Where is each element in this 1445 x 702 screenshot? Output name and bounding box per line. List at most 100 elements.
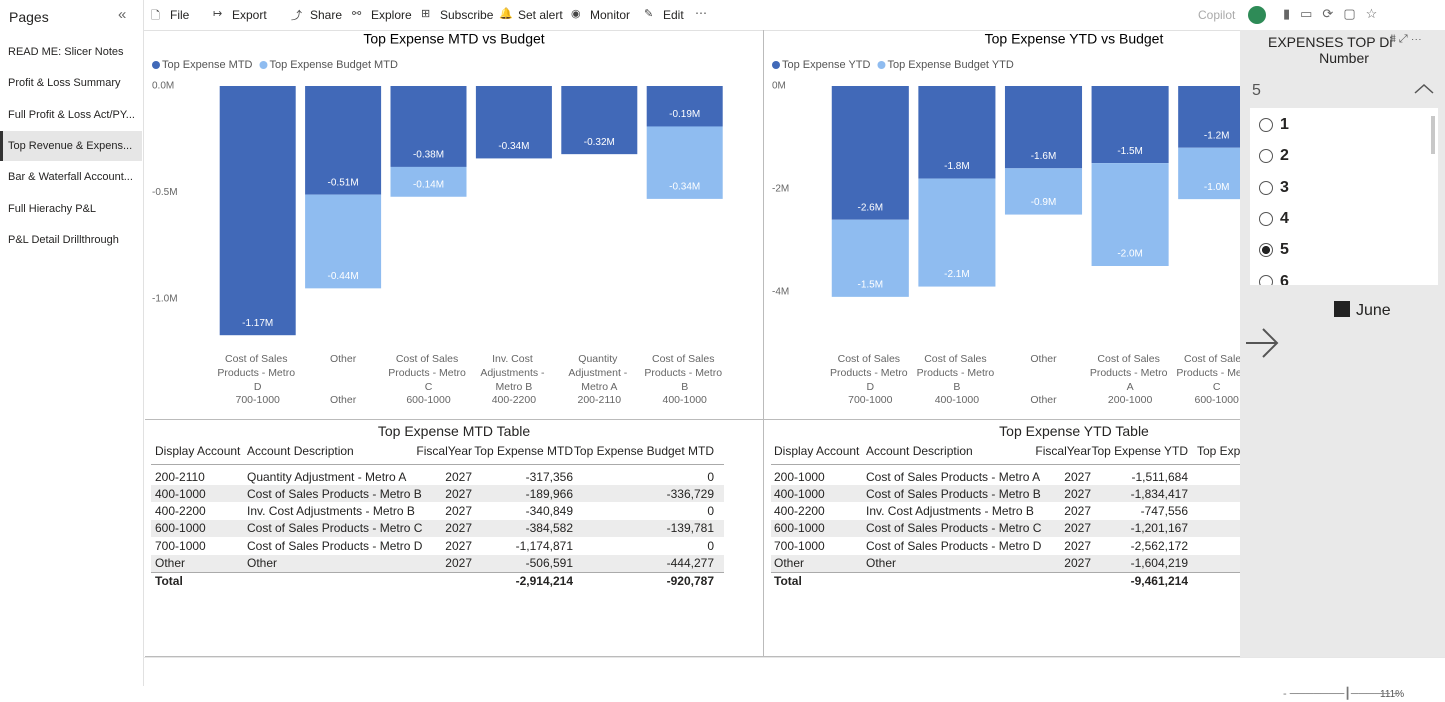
bar-segment [390, 166, 467, 197]
slicer-option[interactable]: 1 [1280, 116, 1289, 133]
avatar[interactable] [1248, 6, 1266, 24]
table-cell: Inv. Cost Adjustments - Metro B [247, 504, 415, 519]
toolbar-icon[interactable]: ⊞ [421, 8, 431, 20]
data-label: -2.0M [1117, 249, 1143, 260]
toolbar-icon[interactable]: ↦ [213, 8, 223, 20]
slicer-icons[interactable]: ⩩ ⤢ ⋯ [1390, 33, 1422, 45]
table-cell: Cost of Sales Products - Metro C [866, 521, 1042, 536]
collapse-icon[interactable]: « [118, 6, 127, 23]
page-tab[interactable]: Top Revenue & Expens... [8, 139, 133, 152]
radio[interactable] [1259, 118, 1273, 132]
toolbar-icon[interactable]: ⤴ [291, 10, 302, 22]
arrow-icon[interactable] [1244, 327, 1280, 359]
toolbar-button[interactable]: Share [310, 8, 343, 22]
legend-marker [772, 61, 780, 69]
bar-segment [831, 219, 909, 297]
zoom-slider[interactable]: - ───────┃───── + [1283, 688, 1400, 700]
toolbar-icons[interactable]: ▮▭⟳▢☆ [1283, 6, 1388, 21]
x-tick-code: 600-1000 [406, 394, 451, 406]
table-cell: -336,729 [666, 486, 714, 501]
x-tick-code: 600-1000 [1195, 394, 1240, 406]
chart: Top Expense YTD vs Budget 0M -2M -4M Top Exp… [772, 31, 1240, 406]
radio[interactable] [1259, 243, 1273, 258]
data-label: -0.34M [498, 141, 529, 152]
toolbar-icon[interactable]: ◉ [571, 8, 581, 20]
table-cell: Other [247, 556, 278, 570]
toolbar-icon[interactable]: ✎ [644, 8, 654, 20]
table-cell: -444,277 [666, 556, 714, 570]
x-tick-code: Other [330, 394, 357, 406]
slicer-current[interactable]: 5 [1252, 82, 1261, 99]
page-tab[interactable]: Full Hierachy P&L [8, 202, 97, 215]
table-cell: 0 [707, 469, 714, 484]
toolbar-icon[interactable]: 🔔 [499, 8, 513, 20]
table-cell: 2027 [445, 538, 472, 553]
slicer-option[interactable]: 3 [1280, 178, 1289, 196]
toolbar-icon[interactable]: ⚯ [352, 8, 362, 20]
chevron-up[interactable] [1412, 82, 1436, 96]
toolbar-button[interactable]: Export [232, 8, 267, 22]
slicer-option[interactable]: 6 [1280, 272, 1289, 286]
toolbar-button[interactable]: Monitor [590, 8, 631, 22]
bar-segment [475, 86, 552, 159]
toolbar-button[interactable]: Set alert [518, 8, 563, 22]
page-tab[interactable]: P&L Detail Drillthrough [8, 233, 119, 246]
table-cell: 2027 [1064, 521, 1091, 536]
bar-segment [561, 86, 638, 155]
page-tab[interactable]: Bar & Waterfall Account... [8, 171, 133, 184]
table-cell: 0 [707, 504, 714, 519]
table-cell: Top Expense Budget MTD [573, 444, 714, 458]
bar-segment [219, 86, 296, 336]
page-tab[interactable]: Profit & Loss Summary [8, 77, 121, 90]
table-cell: 200-2110 [155, 469, 205, 484]
toolbar-button[interactable]: Explore [371, 8, 412, 22]
bar-segment [646, 126, 723, 199]
table-cell: 0 [707, 538, 714, 553]
radio[interactable] [1259, 211, 1273, 226]
table: Top Expense MTD Table Display Account Acco… [145, 420, 762, 656]
x-tick-label: Other [1030, 353, 1057, 365]
table-cell: -1,511,684 [1131, 469, 1189, 484]
radio[interactable] [1259, 180, 1273, 195]
data-label: -0.32M [584, 137, 615, 148]
copilot-button[interactable]: Copilot [1198, 8, 1236, 22]
x-tick-label: Cost of Sales Products - Metro D [217, 353, 298, 393]
slicer-option[interactable]: 5 [1280, 241, 1289, 259]
x-tick-code: 400-1000 [935, 394, 980, 406]
toolbar: 🗋 File ↦ Export ⤴ Share ⚯ Explore ⊞ Subscribe 🔔 Set… [143, 0, 1445, 31]
radio[interactable] [1259, 274, 1273, 285]
slicer-panel: EXPENSES TOP Di ⩩ ⤢ ⋯ Number 5 June 1 2 3 4… [1240, 30, 1445, 657]
table-cell: 2027 [445, 486, 472, 501]
table-cell: 400-1000 [774, 486, 825, 501]
radio[interactable] [1259, 149, 1273, 164]
toolbar-button[interactable]: File [170, 8, 190, 22]
legend-label: Top Expense Budget YTD [887, 59, 1013, 71]
toolbar-button[interactable]: Edit [663, 8, 684, 22]
table-cell: 600-1000 [155, 521, 206, 536]
pages-pane: Pages « READ ME: Slicer Notes Profit & Lo… [0, 0, 144, 686]
date-item[interactable]: June [1356, 302, 1391, 319]
x-tick-label: Cost of Sales Products - Metro B [644, 353, 725, 393]
table-cell: -506,591 [525, 556, 573, 570]
toolbar-icon[interactable]: 🗋 [151, 10, 160, 22]
more-icon[interactable]: ⋯ [695, 6, 707, 20]
data-label: -1.5M [1117, 146, 1143, 157]
table-cell: 400-2200 [774, 504, 825, 519]
page-tab[interactable]: Full Profit & Loss Act/PY... [8, 108, 135, 121]
toolbar-button[interactable]: Subscribe [440, 8, 494, 22]
table-cell: Account Description [247, 444, 354, 458]
slicer-option[interactable]: 4 [1280, 209, 1289, 227]
slicer-option[interactable]: 2 [1280, 147, 1289, 165]
legend-marker [152, 61, 160, 69]
y-tick-label: 0.0M [152, 81, 174, 92]
bar-segment [831, 86, 909, 220]
header-rule [151, 464, 724, 465]
checkbox[interactable] [1334, 301, 1350, 317]
table-cell: Total [774, 573, 802, 588]
data-label: -1.6M [1031, 151, 1057, 162]
table-cell: -920,787 [666, 573, 714, 588]
data-label: -0.9M [1031, 197, 1057, 208]
table-cell: Display Account [155, 444, 241, 458]
bar-segment [390, 86, 467, 167]
page-tab[interactable]: READ ME: Slicer Notes [8, 46, 124, 58]
